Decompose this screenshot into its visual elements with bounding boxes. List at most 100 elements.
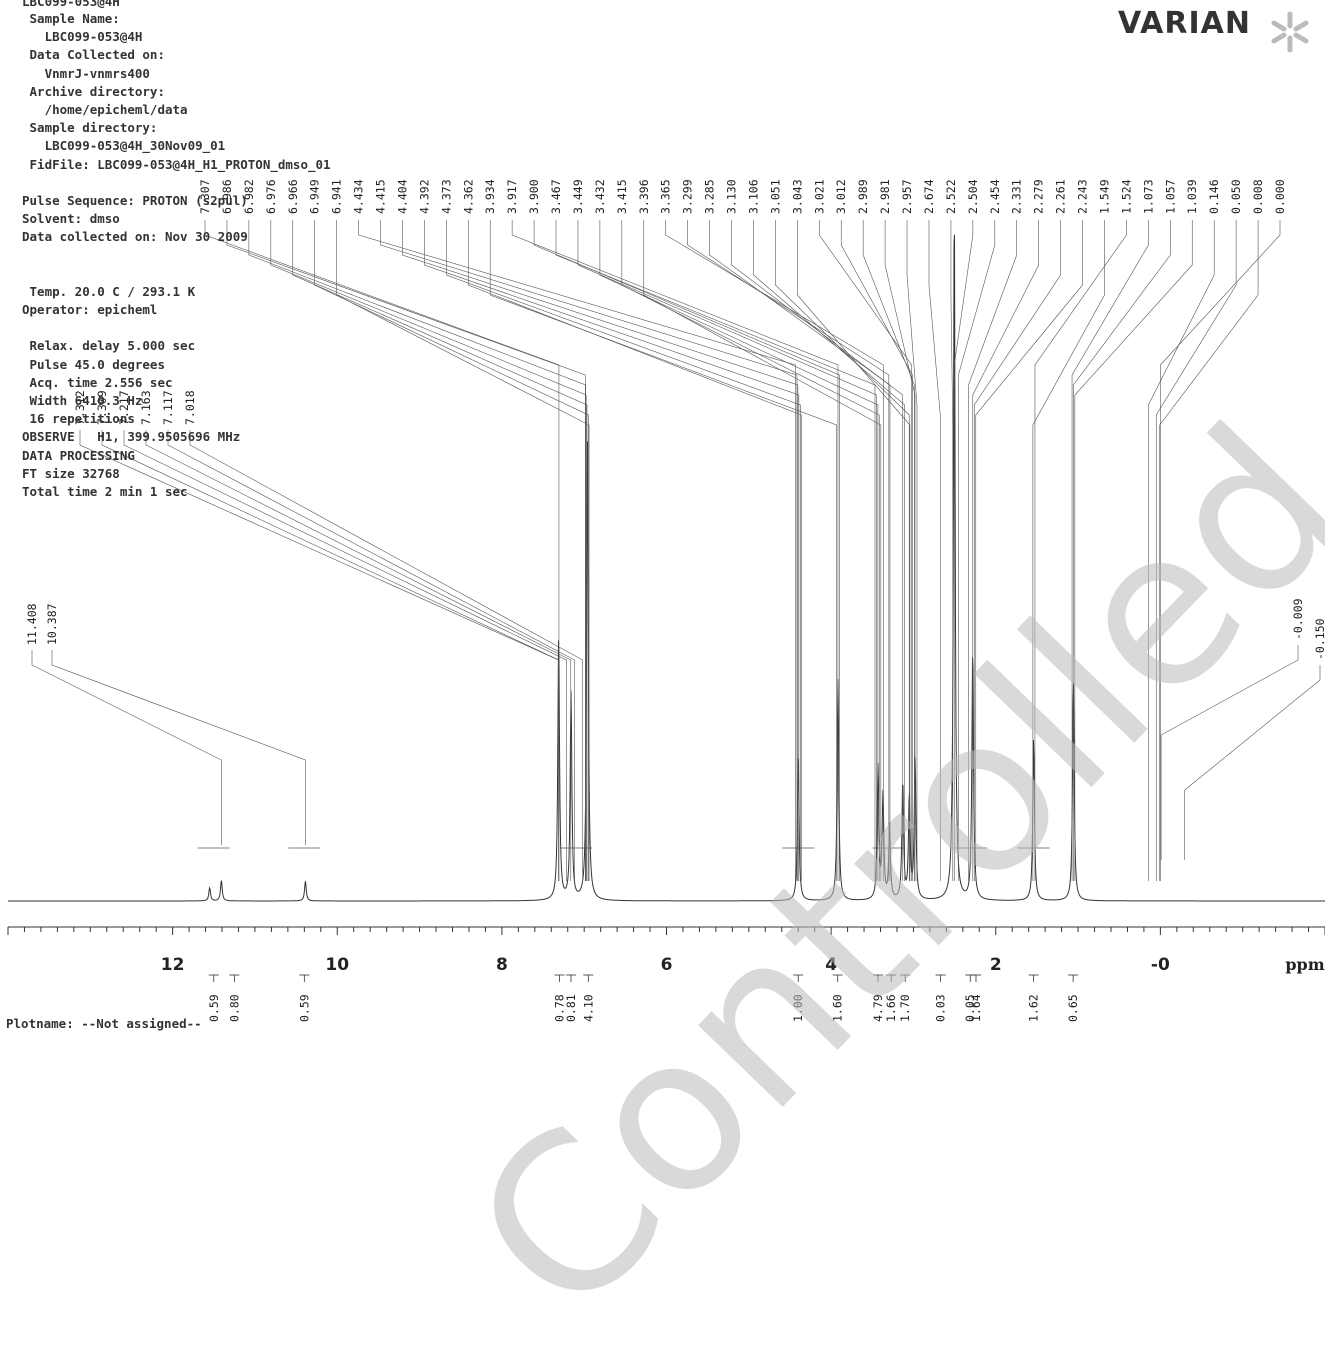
metadata-line: Acq. time 2.556 sec xyxy=(22,374,173,390)
peak-label: 7.117 xyxy=(161,390,175,425)
peak-leader-line xyxy=(1073,220,1171,881)
peak-leader-line xyxy=(446,220,801,881)
peak-label: 4.415 xyxy=(374,179,388,214)
integral-value: 4.79 xyxy=(871,994,885,1022)
peak-label: 3.449 xyxy=(571,179,585,214)
integral-value: 0.59 xyxy=(297,994,311,1022)
metadata-line xyxy=(22,265,331,283)
peak-leader-line xyxy=(665,220,884,881)
peak-leader-line xyxy=(1074,220,1193,881)
nmr-spectrum-chart: 12 10 8 6 4 2 -0 ppm 7.307 6.986 6.982 6.976 6.966 6.… xyxy=(7,179,1325,1022)
peak-label: 4.392 xyxy=(417,179,431,214)
metadata-line xyxy=(22,174,331,192)
peak-leader-line xyxy=(336,220,590,881)
metadata-line: Pulse 45.0 degrees xyxy=(22,356,165,372)
peak-label: 2.674 xyxy=(922,179,936,214)
metadata-line xyxy=(22,319,331,337)
integral-value: 1.00 xyxy=(791,994,805,1022)
peak-label: 3.106 xyxy=(746,179,760,214)
x-tick-label: 6 xyxy=(661,955,673,975)
peak-label: 6.986 xyxy=(220,179,234,214)
header-sample-id: LBC099-053@4H xyxy=(22,0,120,9)
peak-leader-line xyxy=(797,220,911,881)
peak-leader-line xyxy=(862,220,915,881)
brand-logo-text: VARIAN xyxy=(1118,6,1251,41)
x-tick-label: -0 xyxy=(1151,955,1170,975)
peak-leader-line xyxy=(643,220,882,881)
x-axis-label: ppm xyxy=(1285,955,1324,974)
integral-value: 0.59 xyxy=(207,994,221,1022)
peak-leader-line xyxy=(840,220,913,881)
peak-label: 7.307 xyxy=(198,179,212,214)
integral-value: 0.81 xyxy=(564,994,578,1022)
peak-label: -0.150 xyxy=(1313,618,1325,660)
peak-label: 3.299 xyxy=(681,179,695,214)
integral-value: 1.70 xyxy=(898,994,912,1022)
peak-label: 1.057 xyxy=(1163,179,1177,214)
peak-leader-line xyxy=(775,220,910,881)
peak-leader-line xyxy=(314,220,589,881)
metadata-line: LBC099-053@4H_30Nov09_01 xyxy=(22,138,226,154)
metadata-line: LBC099-053@4H xyxy=(22,29,143,45)
peak-label: 7.163 xyxy=(139,390,153,425)
plotname-label: Plotname: --Not assigned-- xyxy=(6,1016,202,1031)
peak-label: 10.387 xyxy=(45,603,59,645)
peak-leader-line xyxy=(958,220,996,881)
peak-label: 6.982 xyxy=(242,179,256,214)
peak-label: 4.404 xyxy=(395,179,409,214)
peak-label: 7.018 xyxy=(183,390,197,425)
peak-label: 7.217 xyxy=(117,390,131,425)
peak-leader-line xyxy=(753,220,906,881)
peak-label: 3.467 xyxy=(549,179,563,214)
integral-value: 0.03 xyxy=(934,994,948,1022)
integral-value: 0.65 xyxy=(1066,994,1080,1022)
peak-leader-line xyxy=(1155,220,1237,881)
peak-leader-line xyxy=(973,220,1061,881)
peak-leader-line xyxy=(1160,645,1299,860)
integral-value: 1.62 xyxy=(1027,994,1041,1022)
peak-label: 3.021 xyxy=(812,179,826,214)
peak-leader-line xyxy=(1032,220,1105,881)
peak-label: 6.949 xyxy=(308,179,322,214)
metadata-line: /home/epicheml/data xyxy=(22,101,188,117)
peak-label: 2.981 xyxy=(878,179,892,214)
metadata-line: Relax. delay 5.000 sec xyxy=(22,338,196,354)
peak-leader-line xyxy=(145,430,572,881)
metadata-line: Sample directory: xyxy=(22,120,158,136)
peak-label: 2.957 xyxy=(900,179,914,214)
metadata-line: Data collected on: Nov 30 2009 xyxy=(22,229,248,245)
x-tick-label: 4 xyxy=(825,955,837,975)
peak-label: 3.415 xyxy=(615,179,629,214)
x-tick-label: 8 xyxy=(496,955,508,975)
peak-label: 1.549 xyxy=(1097,179,1111,214)
peak-leader-line xyxy=(906,220,918,881)
peak-leader-line xyxy=(204,220,560,881)
peak-leader-line xyxy=(31,650,222,845)
integral-value: 1.66 xyxy=(884,994,898,1022)
peak-leader-line xyxy=(709,220,891,881)
integral-value: 1.60 xyxy=(831,994,845,1022)
peak-leader-line xyxy=(621,220,880,881)
peak-label: 3.043 xyxy=(790,179,804,214)
peak-leader-line xyxy=(489,220,837,881)
peak-leader-line xyxy=(380,220,798,881)
peak-leader-line xyxy=(1071,220,1149,881)
peak-leader-line xyxy=(167,430,575,881)
peak-leader-line xyxy=(884,220,916,881)
peak-label: 3.051 xyxy=(768,179,782,214)
metadata-line: VnmrJ-vnmrs400 xyxy=(22,65,150,81)
peak-label: 2.504 xyxy=(966,179,980,214)
peak-label: 6.976 xyxy=(264,179,278,214)
peak-leader-line xyxy=(950,220,954,881)
peak-leader-line xyxy=(599,220,879,881)
peak-leader-line xyxy=(424,220,800,881)
peak-leader-line xyxy=(731,220,904,881)
peak-leader-line xyxy=(292,220,588,881)
x-tick-label: 2 xyxy=(990,955,1002,975)
peak-label: 4.434 xyxy=(352,179,366,214)
peak-label: 3.396 xyxy=(637,179,651,214)
peak-label: 3.432 xyxy=(593,179,607,214)
peak-leader-line xyxy=(975,220,1083,881)
peak-label: 0.146 xyxy=(1207,179,1221,214)
peak-leader-line xyxy=(1184,665,1321,860)
